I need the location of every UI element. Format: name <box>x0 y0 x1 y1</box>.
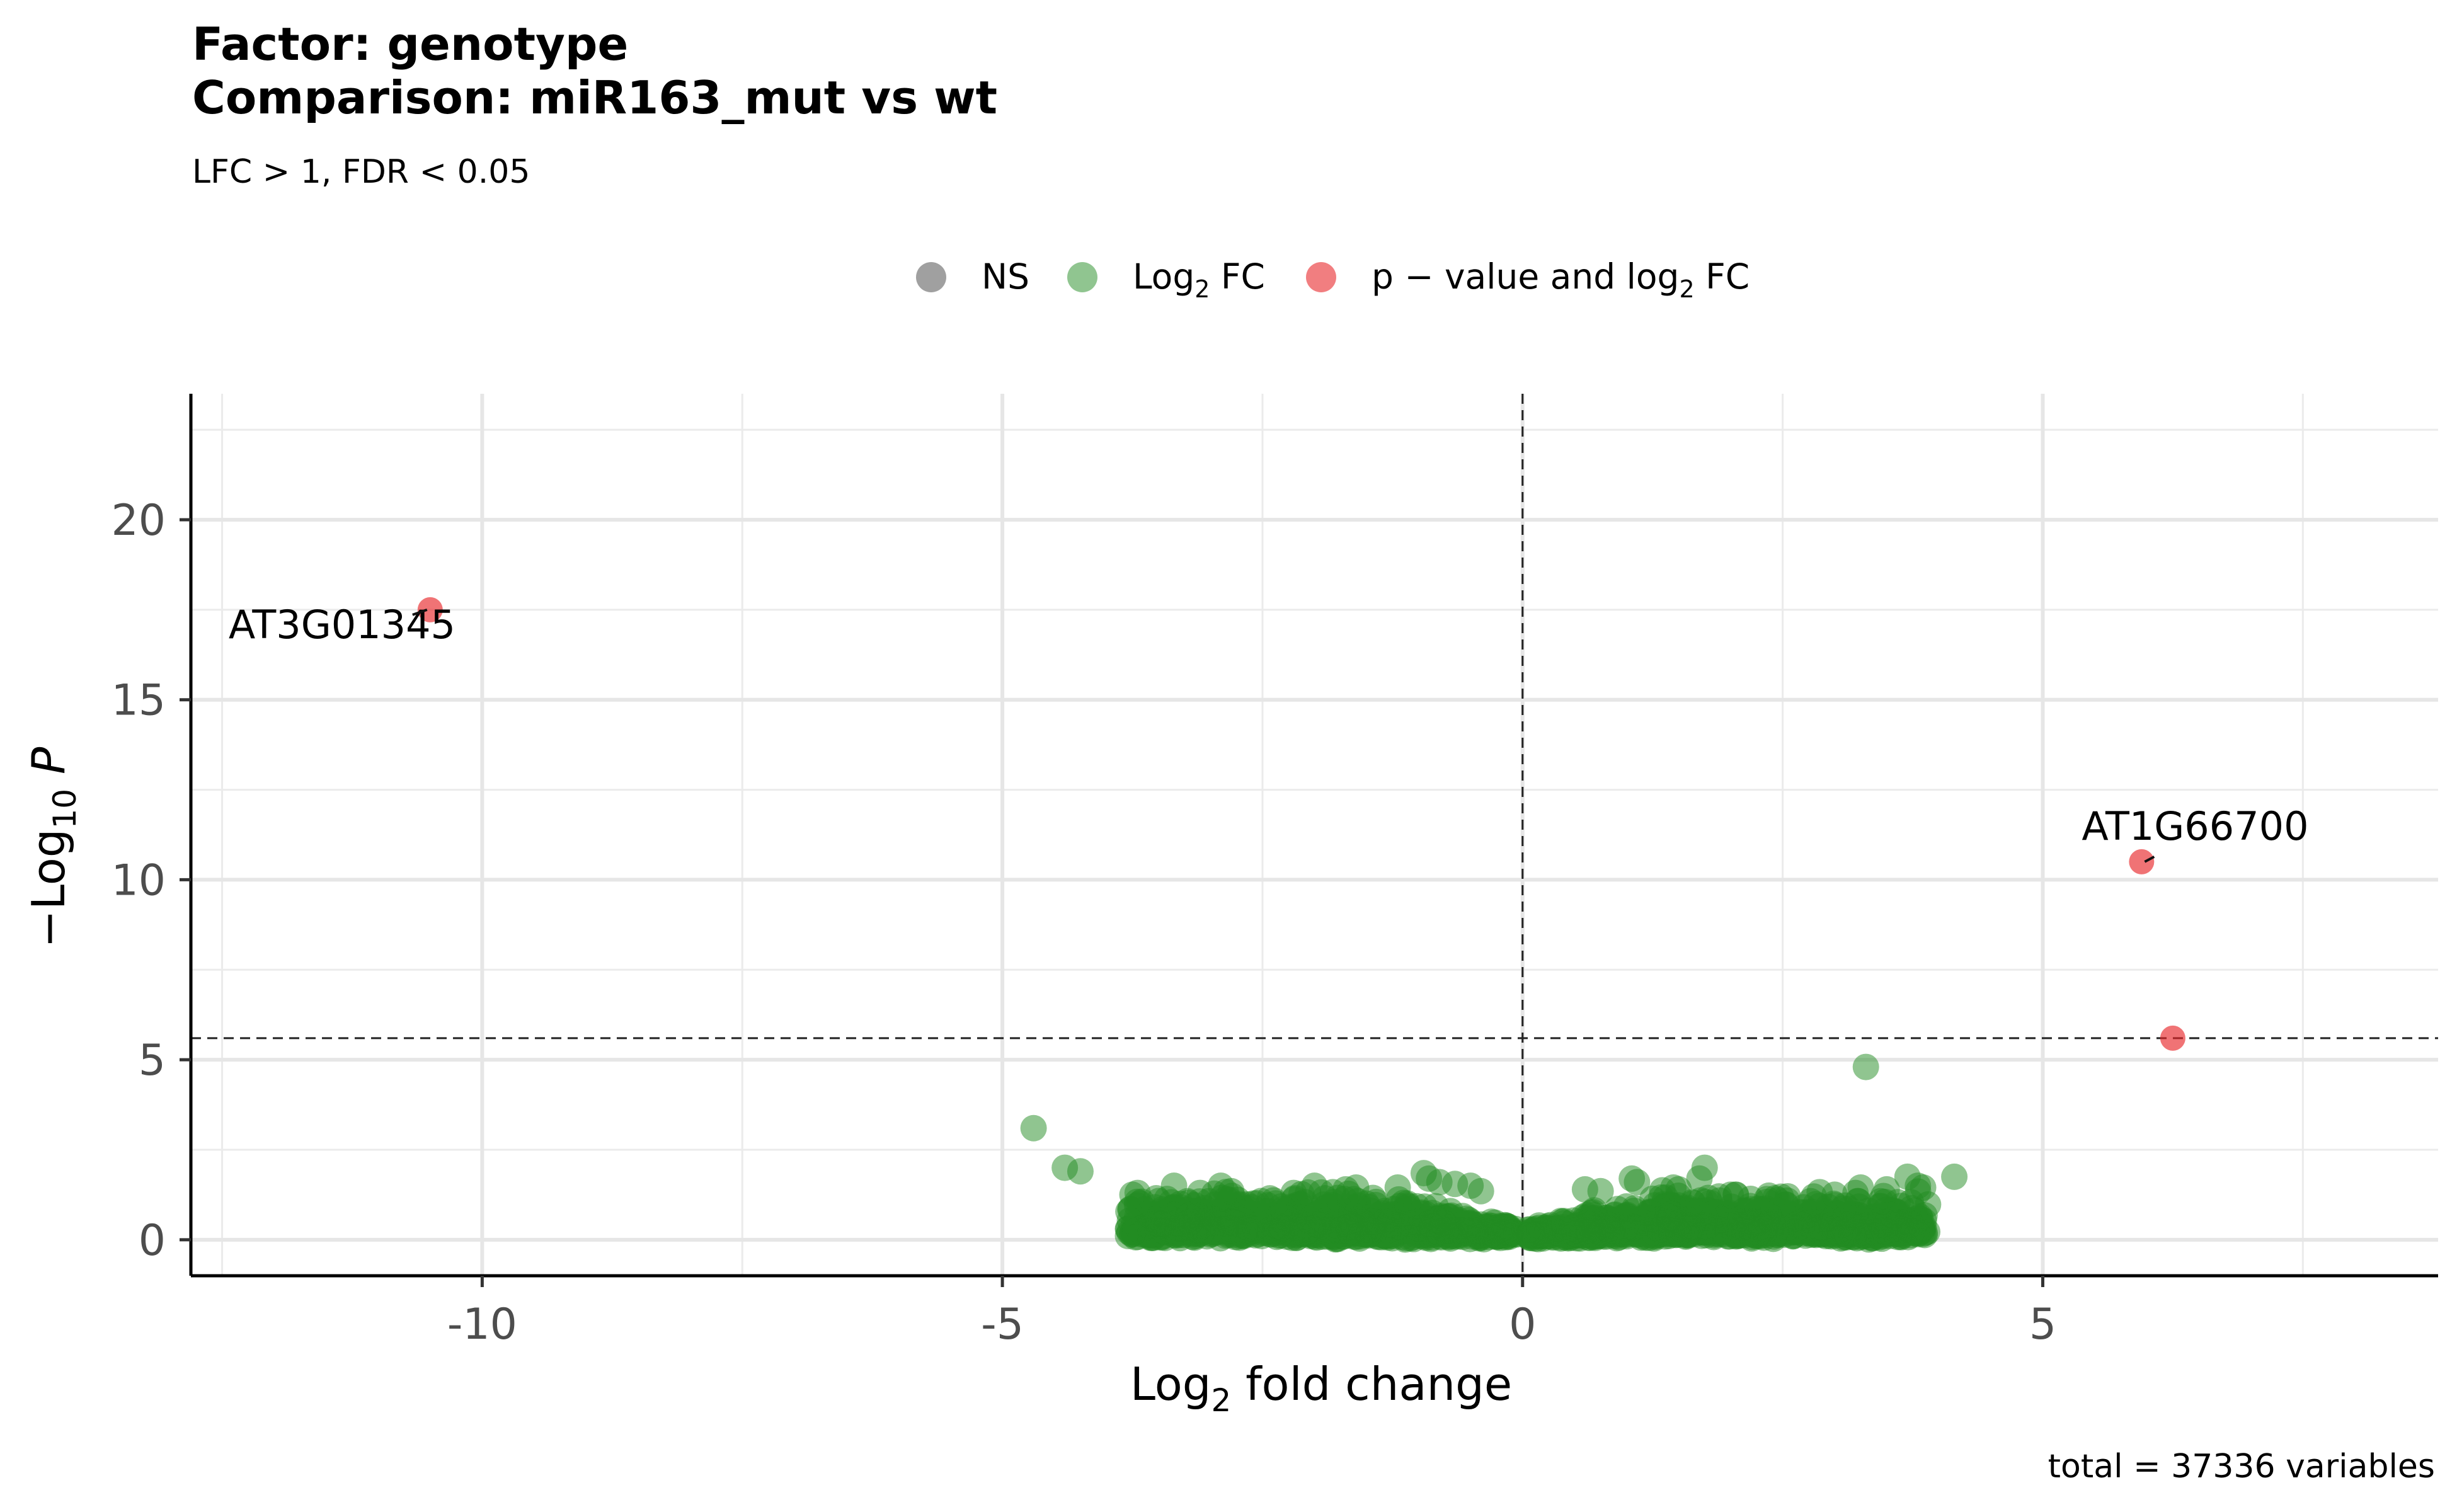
cloud-point-1779 <box>1702 1199 1729 1226</box>
gene-label-connector-0 <box>412 608 428 616</box>
cloud-point-895 <box>1435 1223 1462 1250</box>
chart-title-line2: Comparison: miR163_mut vs wt <box>192 71 997 124</box>
legend-label-log2fc-sub: 2 <box>1194 275 1210 303</box>
cloud-point-885 <box>1458 1218 1485 1246</box>
fc-point-12 <box>1769 1215 1796 1242</box>
cloud-point-1791 <box>1802 1214 1830 1241</box>
legend-key-ns <box>916 262 946 292</box>
cloud-point-1796 <box>1745 1219 1772 1246</box>
legend-label-pvalue-sub: 2 <box>1679 275 1694 303</box>
fc-point-43 <box>1764 1187 1791 1213</box>
chart-caption: total = 37336 variables <box>2048 1448 2435 1486</box>
fc-point-47 <box>1269 1196 1297 1223</box>
fc-point-2 <box>1067 1158 1094 1185</box>
cloud-point-1782 <box>1679 1212 1706 1239</box>
x-axis-label-main: Log <box>1130 1358 1211 1411</box>
cloud-point-891 <box>1356 1216 1383 1243</box>
fc-point-45 <box>1831 1192 1858 1219</box>
cutoff-lines <box>191 394 2438 1276</box>
cloud-point-894 <box>1385 1212 1412 1239</box>
fc-point-19 <box>1624 1169 1651 1196</box>
y-axis-label-sub: 10 <box>47 789 83 829</box>
x-tick-label-2: 0 <box>1509 1300 1536 1349</box>
x-axis-label-sub: 2 <box>1211 1382 1231 1419</box>
fc-point-51 <box>1727 1205 1755 1232</box>
cloud-point-899 <box>1317 1221 1344 1248</box>
legend-label-log2fc-tail: FC <box>1210 256 1265 297</box>
fc-point-0 <box>1020 1114 1047 1142</box>
fc-point-29 <box>1119 1181 1146 1208</box>
legend: NS Log2 FC p − value and log2 FC <box>916 256 1750 303</box>
fc-point-50 <box>1644 1206 1671 1234</box>
significant-point-2 <box>2160 1025 2185 1051</box>
legend-label-log2fc: Log2 FC <box>1133 256 1265 303</box>
significant-point-0 <box>417 597 443 622</box>
cloud-point-893 <box>1238 1215 1265 1242</box>
fc-point-26 <box>1218 1177 1245 1205</box>
x-axis-label-tail: fold change <box>1231 1358 1512 1411</box>
fc-point-41 <box>1587 1177 1614 1205</box>
chart-title-line1: Factor: genotype <box>192 18 628 71</box>
fc-point-44 <box>1790 1194 1817 1221</box>
fc-point-21 <box>1665 1176 1692 1203</box>
fc-point-36 <box>1186 1179 1213 1206</box>
data-points <box>417 597 2185 1242</box>
fc-point-42 <box>1717 1181 1744 1208</box>
x-tick-label-1: -5 <box>981 1300 1024 1349</box>
gene-label-1: AT1G66700 <box>2082 803 2308 849</box>
gene-label-0: AT3G01345 <box>229 602 455 648</box>
grid-minor <box>191 394 2438 1276</box>
grid-major <box>191 394 2438 1276</box>
legend-label-log2fc-main: Log <box>1133 256 1194 297</box>
fc-point-46 <box>1239 1194 1266 1221</box>
cloud-point-1786 <box>1521 1222 1549 1249</box>
x-tick-label-0: -10 <box>447 1300 517 1349</box>
y-axis-label-main: −Log <box>22 829 75 948</box>
cloud-point-859 <box>1114 1222 1142 1249</box>
fc-point-38 <box>1384 1174 1411 1201</box>
point-labels: AT3G01345 AT1G66700 <box>229 602 2309 863</box>
legend-key-log2fc <box>1067 262 1097 292</box>
x-tick-label-3: 5 <box>2029 1300 2056 1349</box>
x-axis-label: Log2 fold change <box>1130 1358 1512 1419</box>
y-tick-label-4: 20 <box>111 496 166 546</box>
fc-point-11 <box>1894 1208 1921 1235</box>
fc-point-34 <box>1847 1174 1874 1201</box>
y-tick-label-0: 0 <box>139 1216 166 1266</box>
chart-subtitle: LFC > 1, FDR < 0.05 <box>192 153 530 191</box>
fc-point-4 <box>1941 1163 1968 1190</box>
fc-point-10 <box>1145 1210 1172 1237</box>
legend-key-pvalue-log2fc <box>1306 262 1336 292</box>
fc-point-27 <box>1160 1172 1188 1200</box>
gene-label-connector-1 <box>2144 856 2155 863</box>
fc-point-52 <box>1478 1208 1505 1235</box>
cloud-point-1797 <box>1576 1220 1603 1247</box>
legend-label-ns: NS <box>982 256 1029 297</box>
fc-point-39 <box>1467 1177 1494 1205</box>
y-axis-ticks: 0 5 10 15 20 <box>111 496 191 1266</box>
y-tick-label-1: 5 <box>139 1036 166 1085</box>
fc-point-3 <box>1852 1053 1879 1080</box>
fc-point-23 <box>1343 1174 1370 1201</box>
y-tick-label-2: 10 <box>111 856 166 905</box>
x-axis-ticks: -10 -5 0 5 <box>447 1276 2056 1349</box>
legend-label-pvalue-tail: FC <box>1695 256 1750 297</box>
legend-label-pvalue-main: p − value and log <box>1372 256 1679 297</box>
legend-label-pvalue-log2fc: p − value and log2 FC <box>1372 256 1750 303</box>
significant-point-1 <box>2129 849 2155 874</box>
cloud-point-1799 <box>1610 1220 1637 1247</box>
fc-point-7 <box>1910 1174 1937 1201</box>
fc-point-49 <box>1296 1206 1323 1234</box>
y-axis-label-tail: P <box>22 747 75 789</box>
fc-point-9 <box>1686 1165 1713 1192</box>
y-axis-label: −Log10 P <box>22 747 83 948</box>
fc-point-48 <box>1312 1185 1339 1212</box>
fc-point-35 <box>1873 1176 1900 1203</box>
y-tick-label-3: 15 <box>111 676 166 726</box>
axes <box>189 394 2438 1278</box>
